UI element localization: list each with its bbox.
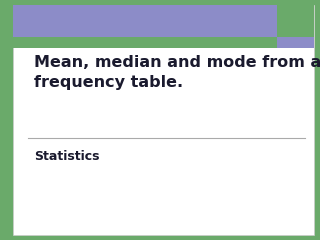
Text: Mean, median and mode from a
frequency table.: Mean, median and mode from a frequency t… (34, 55, 320, 90)
Text: Statistics: Statistics (34, 150, 99, 163)
